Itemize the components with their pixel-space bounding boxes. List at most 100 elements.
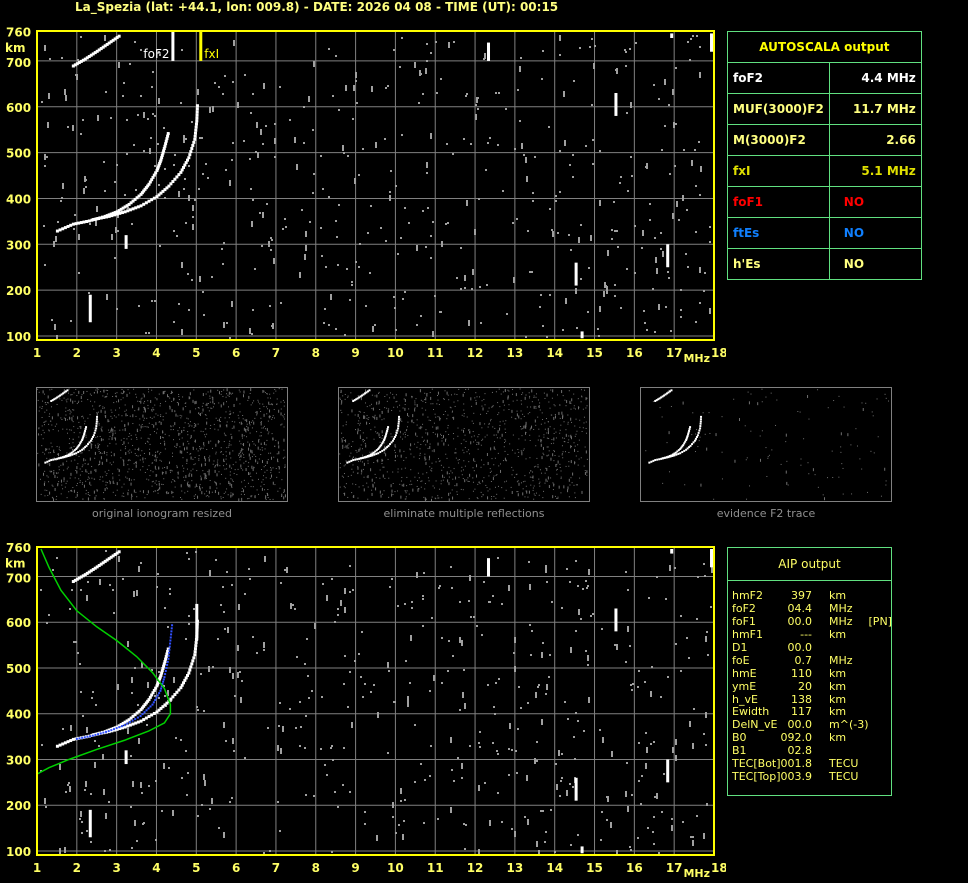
noise-dot	[498, 412, 500, 414]
noise-dot	[494, 427, 496, 429]
noise-dot	[885, 480, 887, 482]
noise-dot	[202, 291, 204, 293]
trace-point	[46, 460, 49, 463]
trace-point	[371, 454, 374, 457]
noise-dot	[241, 497, 243, 501]
noise-dot	[551, 414, 553, 416]
noise-dot	[197, 815, 199, 817]
noise-dot	[161, 471, 163, 475]
noise-dot	[62, 462, 64, 466]
param-value: 20	[798, 679, 813, 693]
trace-point	[689, 426, 692, 429]
noise-dot	[713, 498, 715, 500]
noise-dot	[226, 571, 228, 573]
noise-dot	[390, 170, 392, 172]
noise-dot	[313, 173, 315, 175]
noise-dot	[545, 565, 547, 567]
second-hop-point	[111, 38, 115, 42]
autoscala-row: MUF(3000)F2 11.7 MHz	[727, 93, 922, 125]
noise-dot	[504, 457, 506, 461]
x-trace-point	[182, 681, 186, 685]
noise-dot	[358, 420, 360, 422]
noise-dot	[275, 468, 277, 470]
trace-point	[52, 458, 55, 461]
noise-dot	[559, 795, 561, 797]
noise-dot	[142, 461, 144, 463]
noise-dot	[231, 467, 233, 469]
trace-point	[685, 448, 688, 451]
noise-dot	[634, 225, 636, 227]
noise-dot	[526, 406, 528, 408]
noise-dot	[332, 759, 334, 761]
noise-dot	[569, 484, 571, 486]
noise-dot	[234, 695, 236, 697]
noise-dot	[601, 628, 603, 630]
noise-dot	[152, 407, 154, 409]
noise-dot	[411, 397, 413, 399]
noise-dot	[126, 414, 128, 416]
noise-dot	[102, 407, 104, 409]
noise-dot	[168, 435, 170, 437]
noise-dot	[278, 471, 280, 473]
noise-dot	[625, 661, 627, 663]
noise-dot	[163, 390, 165, 394]
noise-dot	[135, 415, 137, 417]
noise-dot	[473, 441, 475, 443]
noise-dot	[262, 460, 264, 464]
noise-dot	[549, 426, 551, 428]
trace-point	[700, 415, 703, 418]
noise-dot	[411, 396, 413, 398]
noise-dot	[87, 497, 89, 501]
noise-dot	[520, 57, 522, 59]
noise-dot	[190, 453, 192, 455]
noise-dot	[92, 440, 94, 442]
noise-dot	[570, 436, 572, 440]
noise-dot	[131, 223, 133, 225]
trace-point	[383, 437, 386, 440]
trace-point	[648, 461, 651, 464]
noise-dot	[448, 399, 450, 401]
noise-dot	[447, 414, 449, 416]
noise-dot	[489, 137, 491, 139]
noise-dot	[181, 430, 183, 434]
noise-dot	[699, 267, 701, 273]
noise-dot	[73, 432, 75, 434]
param-unit: MHz	[829, 602, 853, 616]
noise-dot	[744, 425, 746, 427]
noise-dot	[402, 834, 404, 840]
trace-point	[94, 429, 97, 432]
noise-dot	[424, 399, 426, 401]
noise-dot	[540, 810, 542, 812]
aip-trace-point	[128, 721, 131, 724]
noise-dot	[82, 415, 84, 417]
o-trace-point	[113, 726, 117, 730]
noise-dot	[278, 409, 280, 413]
noise-dot	[232, 392, 234, 394]
noise-dot	[123, 441, 125, 445]
noise-dot	[141, 397, 143, 399]
y-tick-label: 700	[6, 56, 31, 70]
x-trace-point	[173, 177, 177, 181]
noise-dot	[498, 678, 500, 680]
noise-dot	[668, 277, 670, 279]
noise-dot	[257, 446, 259, 450]
noise-dot	[171, 470, 173, 472]
noise-dot	[141, 450, 143, 452]
noise-dot	[800, 464, 802, 466]
noise-dot	[209, 401, 211, 403]
y-tick-label: 600	[6, 616, 31, 630]
noise-dot	[431, 388, 433, 390]
noise-dot	[578, 237, 580, 243]
noise-dot	[568, 452, 570, 454]
noise-dot	[669, 565, 671, 571]
noise-dot	[481, 496, 483, 498]
noise-dot	[529, 397, 531, 399]
o-trace-point	[154, 686, 158, 690]
noise-dot	[38, 410, 40, 412]
noise-dot	[273, 408, 275, 410]
noise-dot	[591, 104, 593, 106]
o-trace-point	[85, 219, 89, 223]
noise-dot	[97, 115, 99, 121]
noise-dot	[464, 848, 466, 850]
trace-point	[59, 394, 62, 397]
